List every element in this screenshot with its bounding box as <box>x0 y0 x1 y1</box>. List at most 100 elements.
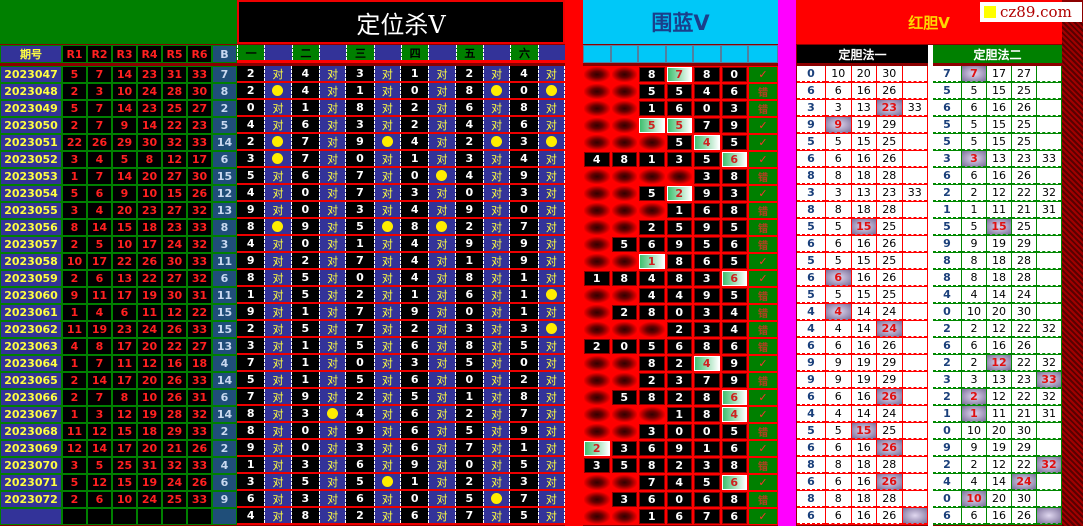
period-cell: 2023064 <box>1 356 61 371</box>
method1-digit: 6 <box>797 270 825 286</box>
method1-row: 8 8 18 28 <box>797 202 928 219</box>
blue-digit-cell: 2 <box>666 458 692 473</box>
kill-digit-5: 1 <box>455 389 483 404</box>
kill-mark-1: 对 <box>264 287 292 302</box>
kill-digit-3: 7 <box>346 253 374 268</box>
method1-number <box>902 270 927 286</box>
kill-digit-3: 3 <box>346 202 374 217</box>
method1-number <box>902 406 927 422</box>
kill-digit-2: 1 <box>291 100 319 115</box>
method1-row: 3 3 13 23 33 <box>797 100 928 117</box>
blue-digit-cell: 6 <box>721 84 747 99</box>
kill-mark-3: 对 <box>373 355 401 370</box>
kill-mark-6: 对 <box>537 168 565 183</box>
kill-digit-6: 7 <box>510 491 538 506</box>
kill-mark-4: 对 <box>428 270 456 285</box>
kill-digit-3: 5 <box>346 219 374 234</box>
blue-blank-cell <box>584 288 610 303</box>
blue-blank-cell <box>611 101 637 116</box>
site-logo[interactable]: cz89.com <box>980 2 1082 22</box>
red-ball-4: 23 <box>138 203 161 218</box>
blue-digit-cell: 3 <box>666 373 692 388</box>
method1-number: 33 <box>902 100 927 116</box>
kill-digit-5: 2 <box>455 134 483 149</box>
kill-mark-4: 对 <box>428 406 456 421</box>
red-ball-3: 22 <box>113 254 136 269</box>
method1-hit-number: 9 <box>826 117 851 133</box>
blue-ball: 2 <box>213 101 236 116</box>
method1-number: 10 <box>826 66 851 82</box>
blue-digit-cell: 4 <box>639 288 665 303</box>
method2-number: 1 <box>962 202 986 218</box>
header-blue-3 <box>665 45 693 63</box>
method2-hit-number: 12 <box>987 355 1011 371</box>
method1-number <box>902 236 927 252</box>
method2-row: 7 7 17 27 <box>933 66 1062 83</box>
kill-digit-6: 6 <box>510 117 538 132</box>
red-ball-1: 2 <box>63 237 86 252</box>
blue-hit-cell: 6 <box>721 390 747 405</box>
method2-number: 19 <box>987 440 1011 456</box>
red-ball-2: 14 <box>88 220 111 235</box>
method1-row: 5 5 15 25 <box>797 423 928 440</box>
blue-hit-cell: 4 <box>694 135 720 150</box>
kill-hit-cell <box>373 219 401 234</box>
blue-digit-cell: 9 <box>694 288 720 303</box>
method1-row: 0 10 20 30 <box>797 66 928 83</box>
method1-number: 8 <box>826 202 851 218</box>
blue-digit-cell: 5 <box>721 135 747 150</box>
method1-number <box>902 321 927 337</box>
method2-row: 9 9 19 29 <box>933 236 1062 253</box>
red-ball-2: 7 <box>88 67 111 82</box>
check-icon: ✓ <box>749 407 777 422</box>
method1-number: 16 <box>851 440 876 456</box>
blue-row: 5 8 2 8 6 ✓ <box>583 389 778 406</box>
kill-mark-3: 对 <box>373 151 401 166</box>
blue-digit-cell: 6 <box>639 492 665 507</box>
kill-mark-3: 对 <box>373 423 401 438</box>
method1-number: 8 <box>826 457 851 473</box>
blue-blank-cell <box>584 390 610 405</box>
blue-ball: 14 <box>213 407 236 422</box>
blue-hit-cell: 2 <box>666 186 692 201</box>
check-icon: ✓ <box>749 186 777 201</box>
blue-digit-cell: 5 <box>611 390 637 405</box>
blue-blank-cell <box>639 203 665 218</box>
period-cell: 2023061 <box>1 305 61 320</box>
method1-number: 16 <box>851 83 876 99</box>
method2-hit-number: 2 <box>962 389 986 405</box>
method2-digit: 0 <box>933 304 961 320</box>
blue-digit-cell: 0 <box>666 492 692 507</box>
kill-digit-6: 5 <box>510 338 538 353</box>
red-ball-2: 12 <box>88 424 111 439</box>
red-ball-6: 31 <box>188 288 211 303</box>
kill-digit-5: 7 <box>455 440 483 455</box>
kill-mark-3: 对 <box>373 100 401 115</box>
method2-number: 26 <box>1012 508 1036 524</box>
kill-digit-2: 5 <box>291 321 319 336</box>
method2-number: 16 <box>987 508 1011 524</box>
red-ball-4: 19 <box>138 407 161 422</box>
method2-number: 20 <box>987 423 1011 439</box>
kill-mark-6: 对 <box>537 508 565 523</box>
blue-ball: 3 <box>213 237 236 252</box>
red-ball-1: 1 <box>63 305 86 320</box>
blue-row: 5 2 9 3 ✓ <box>583 185 778 202</box>
blue-digit-cell: 0 <box>694 101 720 116</box>
red-ball-1: 2 <box>63 118 86 133</box>
method2-digit: 7 <box>933 66 961 82</box>
blue-ball: 8 <box>213 220 236 235</box>
kill-digit-4: 6 <box>401 338 429 353</box>
method1-digit: 0 <box>797 66 825 82</box>
method2-number: 14 <box>987 474 1011 490</box>
kill-digit-2: 0 <box>291 440 319 455</box>
method1-row: 9 9 19 29 <box>797 117 928 134</box>
header-kill-9 <box>483 45 511 60</box>
kill-mark-1: 对 <box>264 168 292 183</box>
kill-mark-6: 对 <box>537 491 565 506</box>
method2-number: 13 <box>987 151 1011 167</box>
blue-blank-cell <box>584 509 610 524</box>
method2-number <box>1037 83 1061 99</box>
